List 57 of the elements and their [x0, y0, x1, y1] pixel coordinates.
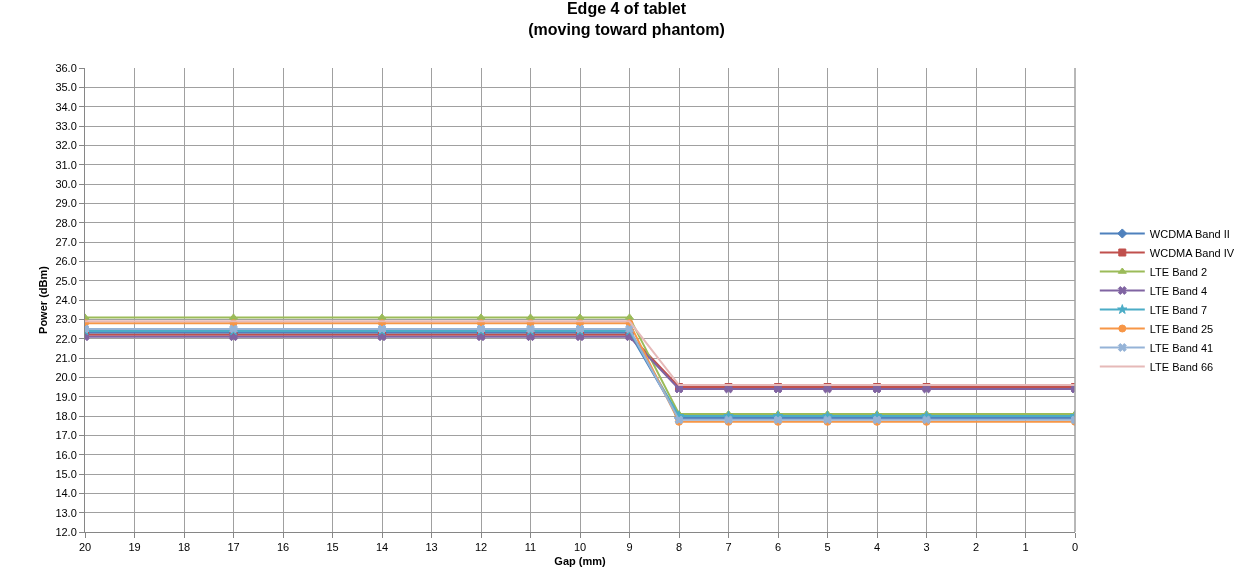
chart-title: Edge 4 of tablet (moving toward phantom): [528, 0, 725, 39]
x-tick-label: 13: [425, 541, 438, 554]
y-tick-label: 26.0: [55, 255, 77, 268]
x-tick-label: 12: [474, 541, 488, 554]
y-tick-label: 30.0: [55, 177, 77, 190]
x-tick-label: 17: [227, 541, 240, 554]
x-tick-label: 20: [78, 541, 92, 554]
y-tick-label: 35.0: [55, 81, 77, 94]
legend-label: LTE Band 41: [1149, 341, 1214, 354]
x-tick-label: 9: [626, 541, 633, 554]
x-tick-label: 6: [774, 541, 782, 554]
y-tick-label: 20.0: [55, 371, 77, 384]
x-tick-label: 5: [824, 541, 831, 554]
legend-label: LTE Band 25: [1149, 322, 1214, 335]
legend-label: LTE Band 7: [1149, 303, 1208, 316]
y-tick-label: 23.0: [55, 313, 77, 326]
y-tick-label: 18.0: [55, 409, 77, 422]
x-tick-label: 2: [972, 541, 980, 554]
y-tick-label: 17.0: [55, 429, 77, 442]
x-tick-label: 16: [276, 541, 290, 554]
legend-label: LTE Band 66: [1149, 360, 1214, 373]
x-tick-label: 1: [1022, 541, 1029, 554]
legend-label: LTE Band 4: [1149, 284, 1208, 297]
y-tick-label: 21.0: [55, 351, 77, 364]
y-tick-label: 32.0: [55, 139, 77, 152]
x-axis-title: Gap (mm): [554, 555, 606, 568]
x-tick-label: 11: [524, 541, 537, 554]
y-tick-label: 34.0: [55, 100, 77, 113]
y-tick-label: 31.0: [55, 158, 77, 171]
y-tick-label: 15.0: [55, 467, 77, 480]
y-tick-label: 25.0: [55, 274, 77, 287]
x-tick-label: 14: [375, 541, 389, 554]
x-tick-label: 7: [725, 541, 732, 554]
y-tick-label: 16.0: [55, 448, 77, 461]
y-axis-title: Power (dBm): [37, 265, 50, 334]
x-tick-label: 8: [675, 541, 683, 554]
y-tick-label: 22.0: [55, 332, 77, 345]
y-tick-label: 36.0: [55, 61, 77, 74]
y-tick-label: 28.0: [55, 216, 77, 229]
y-tick-label: 24.0: [55, 293, 77, 306]
x-tick-label: 4: [873, 541, 881, 554]
x-tick-label: 18: [177, 541, 191, 554]
x-tick-label: 3: [923, 541, 930, 554]
legend-label: LTE Band 2: [1149, 265, 1208, 278]
y-tick-label: 14.0: [55, 487, 77, 500]
y-tick-label: 33.0: [55, 119, 77, 132]
x-tick-label: 10: [573, 541, 587, 554]
y-tick-label: 29.0: [55, 197, 77, 210]
y-tick-label: 27.0: [55, 235, 77, 248]
legend-label: WCDMA Band II: [1149, 227, 1230, 240]
x-tick-label: 15: [326, 541, 339, 554]
y-tick-label: 13.0: [55, 506, 77, 519]
x-tick-label: 19: [128, 541, 141, 554]
x-tick-label: 0: [1071, 541, 1079, 554]
legend-label: WCDMA Band IV: [1149, 246, 1235, 259]
y-tick-label: 12.0: [55, 525, 77, 538]
y-tick-label: 19.0: [55, 390, 77, 403]
